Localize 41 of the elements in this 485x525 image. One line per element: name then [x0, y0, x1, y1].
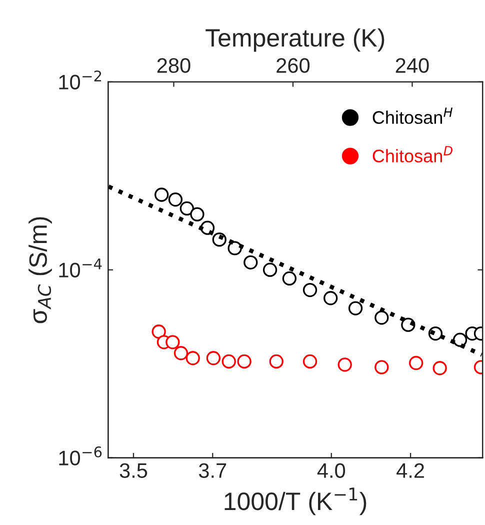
point: [244, 255, 258, 270]
point: [186, 351, 200, 366]
y-tick-label: 10$^{−2}$: [59, 70, 102, 90]
point: [302, 354, 318, 369]
point: [222, 354, 236, 369]
point: [190, 207, 204, 222]
point: [269, 354, 284, 369]
point: [374, 310, 389, 325]
legend-label: Chitosan$^{H}$: [372, 108, 452, 124]
point: [432, 361, 447, 376]
point: [206, 351, 221, 366]
point: [374, 360, 389, 374]
point: [452, 332, 468, 347]
point: [168, 192, 183, 207]
y-tick-label: 10$^{−6}$: [59, 446, 102, 466]
y-axis-title: σ$_{AC}$ (S/m): [28, 217, 52, 324]
x2-tick-label: 260: [276, 58, 310, 73]
point: [338, 358, 352, 372]
x2-tick-label: 280: [157, 58, 190, 73]
x2-axis-title: Temperature (K): [206, 28, 384, 52]
point: [262, 262, 278, 277]
point: [174, 346, 188, 360]
point: [302, 282, 318, 298]
point: [324, 291, 338, 306]
x2-tick-label: 240: [396, 58, 429, 73]
point: [180, 201, 194, 216]
x-axis-title: 1000/T (K$^{−1}$): [224, 488, 366, 516]
point: [154, 188, 169, 202]
point: [166, 335, 180, 350]
x-tick-label: 3.7: [198, 463, 226, 478]
y-tick-label: 10$^{−4}$: [59, 258, 102, 278]
point: [348, 301, 363, 316]
point: [408, 356, 424, 370]
point: [228, 241, 242, 256]
point: [237, 354, 252, 369]
x-tick-label: 4.2: [396, 463, 424, 478]
x-tick-label: 4.0: [317, 463, 346, 478]
point: [282, 271, 297, 286]
x-tick-label: 3.5: [120, 463, 148, 478]
legend-label: Chitosan$^{D}$: [372, 146, 452, 162]
point: [152, 324, 166, 339]
